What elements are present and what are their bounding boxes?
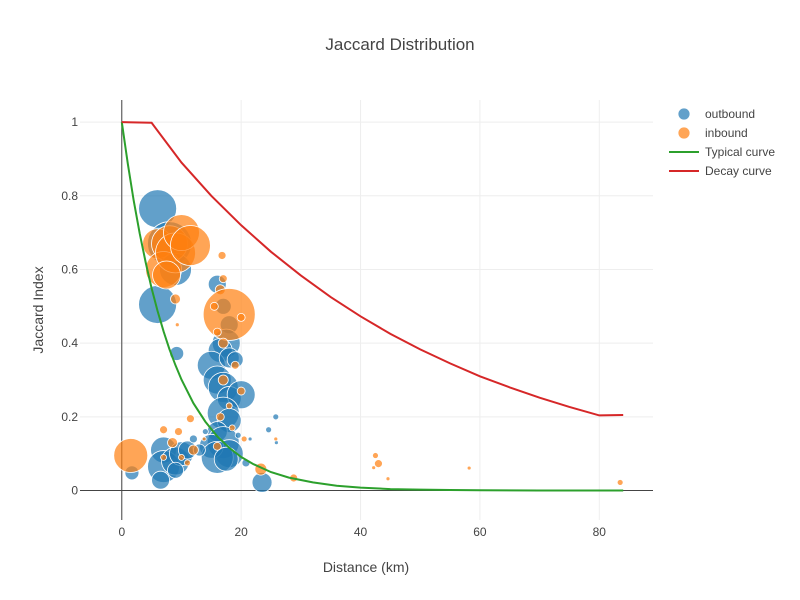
y-tick-label: 0.4 <box>61 336 78 350</box>
x-axis-ticks: 0 20 40 60 80 <box>118 525 606 539</box>
inbound-point <box>217 251 227 260</box>
legend-label: inbound <box>705 126 748 140</box>
legend-label: outbound <box>705 107 755 121</box>
inbound-point <box>212 441 222 451</box>
outbound-point <box>265 426 273 434</box>
inbound-point <box>178 453 185 461</box>
x-tick-label: 80 <box>593 525 607 539</box>
inbound-point <box>230 360 240 370</box>
outbound-point <box>247 436 253 442</box>
inbound-point <box>186 414 195 424</box>
inbound-point <box>240 435 248 443</box>
outbound-point <box>189 434 198 444</box>
inbound-point <box>167 437 178 449</box>
outbound-point <box>272 413 280 421</box>
y-tick-label: 0.8 <box>61 189 78 203</box>
plot-area <box>113 121 624 493</box>
y-tick-label: 0.6 <box>61 262 78 276</box>
legend-item-decay-curve: Decay curve <box>669 164 772 178</box>
inbound-point <box>174 322 180 328</box>
outbound-point <box>234 431 242 439</box>
series-inbound <box>113 214 624 486</box>
inbound-point <box>273 436 279 442</box>
x-tick-label: 0 <box>118 525 125 539</box>
outbound-point <box>213 446 239 472</box>
inbound-point <box>174 427 183 436</box>
inbound-point <box>215 412 225 422</box>
legend: outbound inbound Typical curve Decay curve <box>669 107 775 178</box>
inbound-point <box>225 402 233 410</box>
legend-label: Decay curve <box>705 164 772 178</box>
inbound-point <box>184 459 191 467</box>
inbound-point <box>385 476 391 482</box>
inbound-point <box>113 438 149 473</box>
inbound-point <box>466 465 472 471</box>
inbound-point <box>201 436 207 442</box>
x-tick-label: 40 <box>354 525 368 539</box>
inbound-point <box>616 479 624 486</box>
x-axis-title: Distance (km) <box>323 559 409 575</box>
inbound-point <box>218 274 228 284</box>
inbound-point <box>188 444 199 456</box>
inbound-point <box>209 301 219 311</box>
y-axis-title: Jaccard Index <box>30 266 46 353</box>
inbound-point <box>374 459 383 469</box>
outbound-point <box>151 470 170 490</box>
inbound-point <box>236 312 246 322</box>
x-tick-label: 60 <box>473 525 487 539</box>
legend-label: Typical curve <box>705 145 775 159</box>
outbound-point <box>201 428 209 435</box>
legend-item-outbound: outbound <box>677 107 755 121</box>
series-decay-curve-line <box>121 121 624 417</box>
inbound-point <box>202 288 256 341</box>
inbound-point <box>160 453 167 461</box>
inbound-point <box>217 374 229 386</box>
inbound-point <box>170 293 181 305</box>
inbound-point <box>212 327 222 337</box>
outbound-point <box>138 285 177 324</box>
legend-marker <box>677 107 691 121</box>
inbound-point <box>217 337 229 349</box>
legend-item-typical-curve: Typical curve <box>669 145 775 159</box>
inbound-point <box>159 425 168 435</box>
y-tick-label: 0.2 <box>61 410 78 424</box>
y-axis-ticks: 0 0.2 0.4 0.6 0.8 1 <box>61 115 78 497</box>
inbound-point <box>236 386 246 396</box>
inbound-point <box>152 260 181 290</box>
legend-item-inbound: inbound <box>677 126 748 140</box>
legend-marker <box>677 126 691 140</box>
inbound-point <box>170 225 211 266</box>
x-tick-label: 20 <box>234 525 248 539</box>
chart-title: Jaccard Distribution <box>325 35 474 54</box>
inbound-point <box>372 452 379 459</box>
series-typical-curve-line <box>120 121 624 492</box>
inbound-point <box>228 424 236 432</box>
y-tick-label: 1 <box>71 115 78 129</box>
y-tick-label: 0 <box>71 484 78 498</box>
inbound-point <box>371 465 377 471</box>
outbound-point <box>167 461 184 479</box>
